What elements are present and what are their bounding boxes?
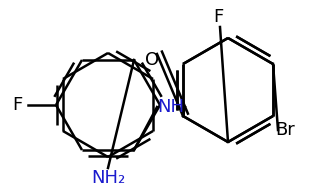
Text: Br: Br [275, 121, 295, 139]
Text: F: F [213, 8, 223, 26]
Text: F: F [12, 96, 22, 114]
Text: NH₂: NH₂ [91, 169, 125, 187]
Text: O: O [145, 51, 159, 69]
Text: NH: NH [158, 98, 184, 116]
